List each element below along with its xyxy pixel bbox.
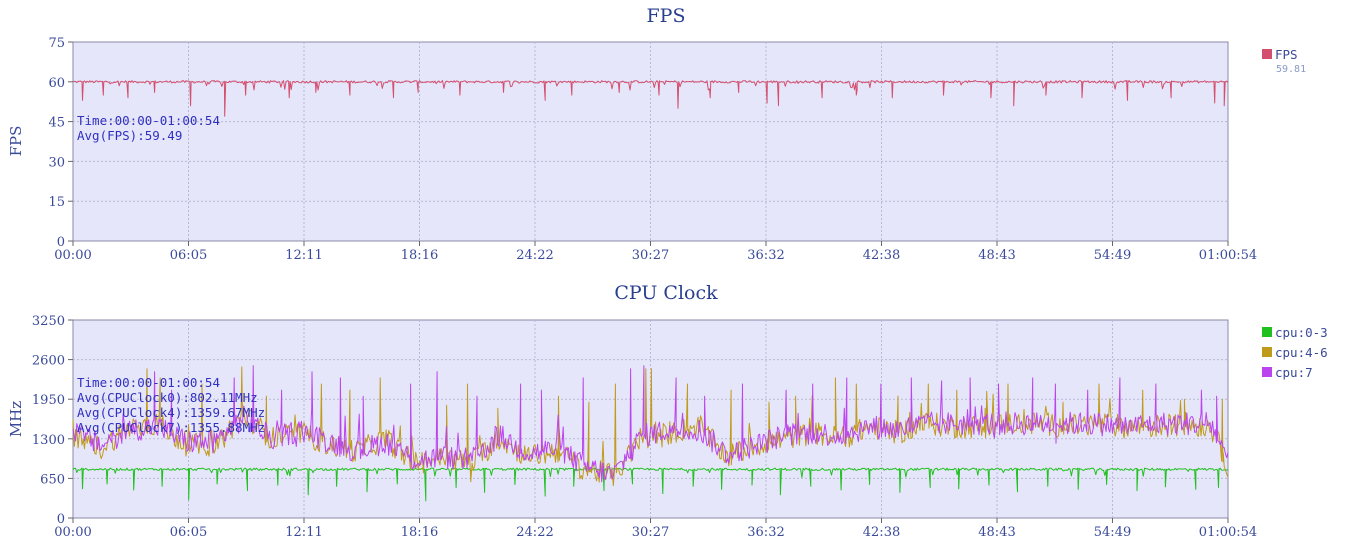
fps-y-tick-3: 45 xyxy=(48,116,65,131)
cpu-x-tick-8: 48:43 xyxy=(978,525,1015,540)
cpu-y-tick-2: 1300 xyxy=(32,433,65,448)
cpu-x-tick-2: 12:11 xyxy=(285,525,322,540)
fps-x-tick-1: 06:05 xyxy=(170,248,207,263)
cpu-legend-label-2: cpu:7 xyxy=(1275,365,1313,380)
cpu-y-tick-labels: 0 650 1300 1950 2600 3250 xyxy=(32,314,65,527)
fps-x-tick-5: 30:27 xyxy=(632,248,669,263)
cpu-x-tick-7: 42:38 xyxy=(863,525,900,540)
cpu-x-tick-10: 01:00:54 xyxy=(1199,525,1257,540)
cpu-chart-title: CPU Clock xyxy=(614,282,718,304)
fps-x-tick-2: 12:11 xyxy=(285,248,322,263)
cpu-legend-swatch-0 xyxy=(1262,327,1272,337)
fps-x-tick-0: 00:00 xyxy=(54,248,91,263)
fps-x-tick-3: 18:16 xyxy=(401,248,438,263)
fps-legend-value: 59.81 xyxy=(1276,64,1306,75)
cpu-legend: cpu:0-3 cpu:4-6 cpu:7 xyxy=(1262,325,1328,380)
fps-y-tick-labels: 0 15 30 45 60 75 xyxy=(48,36,65,250)
fps-annotation-time: Time:00:00-01:00:54 xyxy=(77,113,220,128)
cpu-chart: CPU Clock 0 650 1300 1950 2600 3250 00:00 06:0… xyxy=(7,282,1328,540)
fps-y-tick-5: 75 xyxy=(48,36,65,51)
fps-y-tick-4: 60 xyxy=(48,76,65,91)
cpu-legend-swatch-2 xyxy=(1262,367,1272,377)
cpu-annotation-time: Time:00:00-01:00:54 xyxy=(77,375,220,390)
cpu-y-tick-3: 1950 xyxy=(32,393,65,408)
cpu-legend-label-0: cpu:0-3 xyxy=(1275,325,1328,340)
cpu-y-axis-label: MHz xyxy=(7,401,25,437)
fps-annotation-avg: Avg(FPS):59.49 xyxy=(77,128,182,143)
fps-x-tick-6: 36:32 xyxy=(747,248,784,263)
cpu-y-tick-4: 2600 xyxy=(32,354,65,369)
cpu-x-tick-labels: 00:00 06:05 12:11 18:16 24:22 30:27 36:32 42:38… xyxy=(54,525,1257,540)
cpu-series-line-2 xyxy=(72,365,1229,483)
cpu-legend-label-1: cpu:4-6 xyxy=(1275,345,1328,360)
cpu-x-tick-0: 00:00 xyxy=(54,525,91,540)
cpu-annotation-avg0: Avg(CPUClock0):802.11MHz xyxy=(77,390,258,405)
cpu-x-tick-4: 24:22 xyxy=(516,525,553,540)
fps-y-axis-label: FPS xyxy=(7,126,25,157)
fps-legend: FPS 59.81 xyxy=(1262,47,1306,75)
fps-x-tick-10: 01:00:54 xyxy=(1199,248,1257,263)
fps-y-tick-1: 15 xyxy=(48,195,65,210)
cpu-x-tick-3: 18:16 xyxy=(401,525,438,540)
fps-x-tick-7: 42:38 xyxy=(863,248,900,263)
cpu-annotation-avg7: Avg(CPUClock7):1355.88MHz xyxy=(77,420,265,435)
cpu-y-tick-1: 650 xyxy=(40,472,65,487)
fps-x-tick-4: 24:22 xyxy=(516,248,553,263)
fps-legend-label: FPS xyxy=(1275,47,1298,62)
fps-series-group xyxy=(72,80,1229,117)
fps-chart-title: FPS xyxy=(647,5,686,27)
fps-y-tick-2: 30 xyxy=(48,155,65,170)
cpu-annotation-avg4: Avg(CPUClock4):1359.67MHz xyxy=(77,405,265,420)
fps-chart: FPS 0 15 30 45 60 75 00:00 06:05 12:11 18:16 24:2… xyxy=(7,5,1306,263)
cpu-x-tick-5: 30:27 xyxy=(632,525,669,540)
cpu-series-group xyxy=(72,365,1229,502)
cpu-y-tick-5: 3250 xyxy=(32,314,65,329)
cpu-x-tick-9: 54:49 xyxy=(1094,525,1131,540)
fps-x-tick-9: 54:49 xyxy=(1094,248,1131,263)
fps-y-tick-0: 0 xyxy=(57,235,65,250)
cpu-legend-swatch-1 xyxy=(1262,347,1272,357)
fps-legend-swatch xyxy=(1262,49,1272,59)
fps-x-tick-labels: 00:00 06:05 12:11 18:16 24:22 30:27 36:32 42:38… xyxy=(54,248,1257,263)
cpu-y-tick-0: 0 xyxy=(57,512,65,527)
cpu-x-tick-1: 06:05 xyxy=(170,525,207,540)
fps-x-tick-8: 48:43 xyxy=(978,248,1015,263)
fps-series-line-0 xyxy=(72,80,1229,117)
cpu-series-line-0 xyxy=(72,467,1229,502)
cpu-x-tick-6: 36:32 xyxy=(747,525,784,540)
